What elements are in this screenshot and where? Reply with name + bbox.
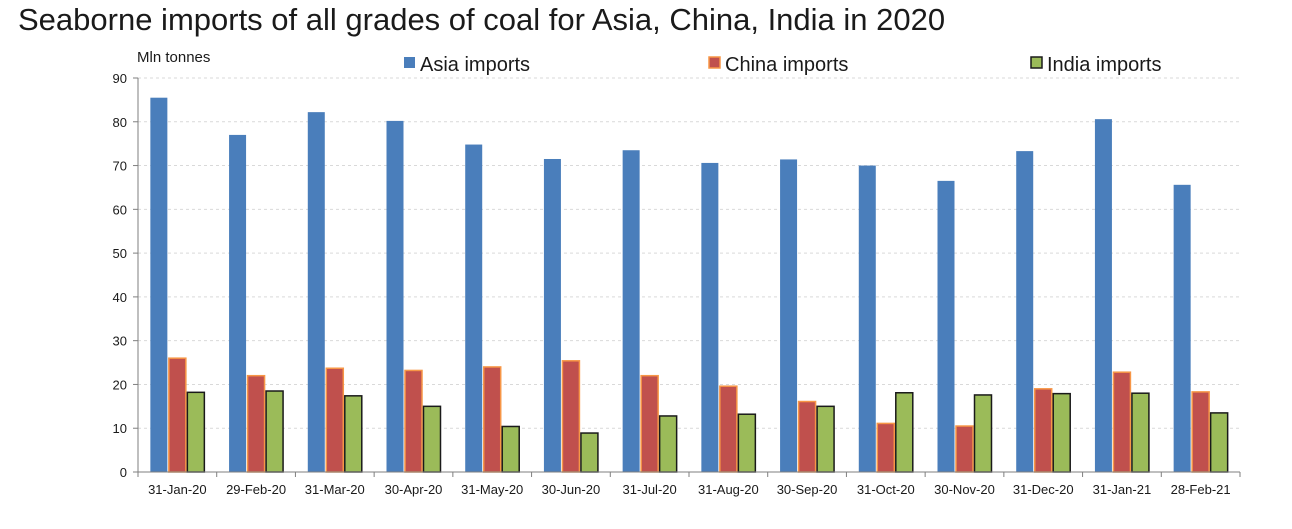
y-tick-label: 50 — [113, 246, 127, 261]
bar-asia-imports — [150, 97, 168, 472]
x-tick-label: 30-Apr-20 — [385, 482, 443, 497]
bar-india-imports — [658, 415, 678, 473]
y-tick-label: 90 — [113, 71, 127, 86]
bar-china-imports — [640, 374, 659, 473]
bar-china-imports — [1112, 371, 1132, 473]
legend-entry: China imports — [725, 54, 848, 76]
bar-asia-imports — [858, 165, 876, 473]
chart-title: Seaborne imports of all grades of coal f… — [18, 2, 946, 37]
legend-swatch — [404, 57, 415, 68]
bar-asia-imports — [780, 159, 798, 472]
bar-india-imports — [816, 405, 835, 473]
x-axis: 31-Jan-20 29-Feb-20 31-Mar-20 30-Apr-20 31-M… — [137, 471, 1241, 497]
x-tick-label: 31-Aug-20 — [698, 482, 759, 497]
y-axis: 0 10 20 30 40 50 60 70 80 90 — [113, 71, 139, 480]
bar-india-imports — [973, 394, 993, 473]
bar-asia-imports — [622, 150, 640, 472]
bar-india-imports — [895, 392, 914, 473]
x-tick-label: 31-Jul-20 — [623, 482, 677, 497]
x-tick-label: 29-Feb-20 — [226, 482, 286, 497]
y-tick-label: 0 — [120, 465, 127, 480]
gridlines — [138, 77, 1240, 429]
bar-asia-imports — [465, 144, 483, 472]
x-tick-label: 31-Mar-20 — [305, 482, 365, 497]
bar-china-imports — [404, 369, 423, 473]
y-tick-label: 30 — [113, 334, 127, 349]
bar-china-imports — [168, 357, 187, 473]
y-tick-label: 10 — [113, 421, 127, 436]
x-tick-label: 31-Jan-21 — [1093, 482, 1152, 497]
y-axis-unit-label: Mln tonnes — [137, 49, 210, 66]
bar-india-imports — [1052, 392, 1071, 473]
bar-india-imports — [580, 432, 599, 473]
bar-india-imports — [1209, 412, 1229, 473]
bar-china-imports — [1033, 388, 1053, 473]
bar-asia-imports — [1173, 184, 1191, 472]
y-tick-label: 40 — [113, 290, 127, 305]
legend-swatch — [708, 56, 721, 69]
x-tick-label: 30-Nov-20 — [934, 482, 995, 497]
bar-asia-imports — [1016, 151, 1034, 472]
bar-china-imports — [246, 374, 266, 473]
y-tick-label: 70 — [113, 159, 127, 174]
bar-india-imports — [422, 405, 442, 473]
x-tick-label: 28-Feb-21 — [1171, 482, 1231, 497]
bar-asia-imports — [1094, 119, 1112, 472]
bar-india-imports — [737, 413, 757, 473]
x-tick-label: 31-Jan-20 — [148, 482, 207, 497]
bars — [150, 97, 1229, 473]
y-tick-label: 80 — [113, 115, 127, 130]
bar-asia-imports — [701, 162, 719, 472]
bar-india-imports — [344, 395, 363, 473]
bar-china-imports — [1191, 391, 1210, 473]
legend-entry: Asia imports — [420, 54, 530, 76]
x-tick-label: 30-Sep-20 — [777, 482, 838, 497]
bar-asia-imports — [386, 120, 404, 472]
bar-asia-imports — [937, 180, 955, 472]
bar-asia-imports — [307, 112, 325, 472]
legend-swatch — [1030, 56, 1043, 69]
bar-china-imports — [955, 425, 974, 473]
x-tick-label: 31-Dec-20 — [1013, 482, 1074, 497]
x-tick-label: 30-Jun-20 — [542, 482, 601, 497]
bar-india-imports — [501, 425, 520, 473]
bar-china-imports — [561, 360, 581, 473]
bar-india-imports — [1131, 392, 1150, 473]
bar-india-imports — [186, 391, 206, 473]
legend-entry: India imports — [1047, 54, 1162, 76]
bar-china-imports — [876, 422, 896, 473]
bar-india-imports — [265, 390, 284, 473]
bar-china-imports — [719, 385, 738, 473]
bar-asia-imports — [543, 158, 561, 472]
bar-china-imports — [797, 400, 817, 473]
y-tick-label: 60 — [113, 202, 127, 217]
x-tick-label: 31-Oct-20 — [857, 482, 915, 497]
bar-china-imports — [482, 366, 502, 473]
bar-asia-imports — [229, 134, 247, 472]
legend: Asia imports China imports India imports — [404, 54, 1162, 76]
x-tick-label: 31-May-20 — [461, 482, 523, 497]
y-tick-label: 20 — [113, 377, 127, 392]
bar-china-imports — [325, 367, 345, 473]
